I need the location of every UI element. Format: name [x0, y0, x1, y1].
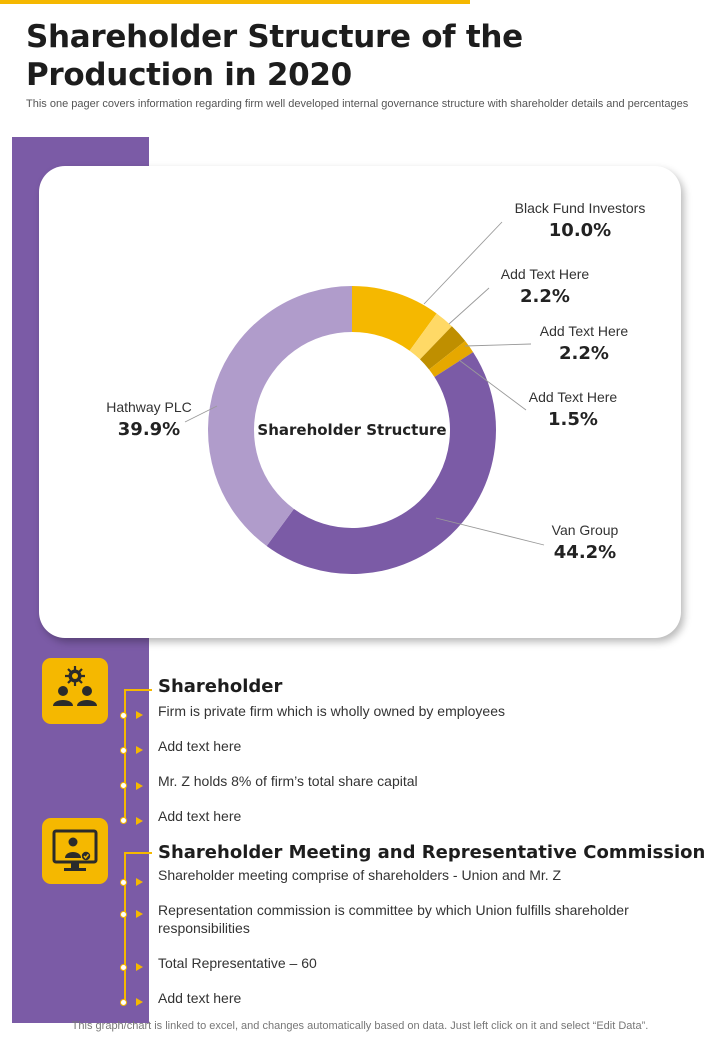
meeting-heading: Shareholder Meeting and Representative C… — [158, 842, 706, 863]
donut-chart[interactable]: Black Fund Investors 10.0% Add Text Here 2.… — [39, 166, 681, 638]
shareholder-item-2: Add text here — [158, 738, 242, 754]
timeline-dot — [120, 712, 127, 719]
slice-value-5: 39.9% — [118, 419, 180, 440]
timeline-dot — [120, 782, 127, 789]
shareholder-timeline — [124, 690, 126, 822]
chart-card[interactable]: Black Fund Investors 10.0% Add Text Here 2.… — [39, 166, 681, 638]
timeline-dot — [120, 911, 127, 918]
donut-slice-3[interactable] — [428, 341, 474, 378]
leader-line-0 — [423, 221, 503, 305]
bullet-arrow-icon — [136, 878, 143, 886]
meeting-item-2: Representation commission is committee b… — [158, 902, 629, 936]
slice-label-1: Add Text Here — [501, 266, 590, 282]
donut-slice-5[interactable] — [208, 286, 353, 546]
slice-value-1: 2.2% — [520, 286, 570, 307]
top-accent-bar — [0, 0, 470, 4]
meeting-timeline — [124, 853, 126, 1005]
meeting-bracket — [124, 852, 152, 854]
leader-line-5 — [184, 405, 218, 423]
bullet-arrow-icon — [136, 910, 143, 918]
shareholder-item-3: Mr. Z holds 8% of firm’s total share cap… — [158, 773, 418, 789]
leader-line-3 — [458, 359, 527, 411]
bullet-arrow-icon — [136, 711, 143, 719]
presenter-monitor-icon — [52, 829, 98, 871]
shareholder-item-4: Add text here — [158, 808, 242, 824]
shareholder-item-1: Firm is private firm which is wholly own… — [158, 703, 505, 719]
leader-line-2 — [464, 343, 532, 347]
shareholder-bracket — [124, 689, 152, 691]
slice-value-3: 1.5% — [548, 409, 598, 430]
leader-line-1 — [448, 287, 490, 325]
shareholder-heading: Shareholder — [158, 676, 283, 697]
meeting-item-4: Add text here — [158, 990, 242, 1006]
donut-slice-2[interactable] — [419, 326, 466, 370]
slice-label-3: Add Text Here — [529, 389, 618, 405]
donut-slice-1[interactable] — [409, 313, 452, 360]
slice-label-2: Add Text Here — [540, 323, 629, 339]
bullet-arrow-icon — [136, 998, 143, 1006]
bullet-arrow-icon — [136, 782, 143, 790]
bullet-arrow-icon — [136, 963, 143, 971]
meeting-icon-box — [42, 818, 108, 884]
timeline-dot — [120, 964, 127, 971]
slice-value-2: 2.2% — [559, 343, 609, 364]
chart-center-title: Shareholder Structure — [257, 421, 446, 439]
bullet-arrow-icon — [136, 746, 143, 754]
slice-label-4: Van Group — [552, 522, 619, 538]
slice-label-5: Hathway PLC — [106, 399, 192, 415]
slice-label-0: Black Fund Investors — [515, 200, 646, 216]
meeting-item-3: Total Representative – 60 — [158, 955, 317, 971]
shareholder-icon-box — [42, 658, 108, 724]
footer-note: This graph/chart is linked to excel, and… — [71, 1020, 649, 1032]
slice-value-4: 44.2% — [554, 542, 616, 563]
donut-slice-4[interactable] — [266, 352, 496, 574]
timeline-dot — [120, 747, 127, 754]
page-title: Shareholder Structure of the Production … — [26, 19, 523, 93]
bullet-arrow-icon — [136, 817, 143, 825]
timeline-dot — [120, 879, 127, 886]
meeting-item-1: Shareholder meeting comprise of sharehol… — [158, 867, 562, 883]
timeline-dot — [120, 817, 127, 824]
people-gear-icon — [53, 666, 97, 706]
page-subtitle: This one pager covers information regard… — [26, 98, 689, 110]
slice-value-0: 10.0% — [549, 220, 611, 241]
donut-slice-0[interactable] — [351, 286, 437, 352]
leader-line-4 — [435, 517, 545, 546]
timeline-dot — [120, 999, 127, 1006]
